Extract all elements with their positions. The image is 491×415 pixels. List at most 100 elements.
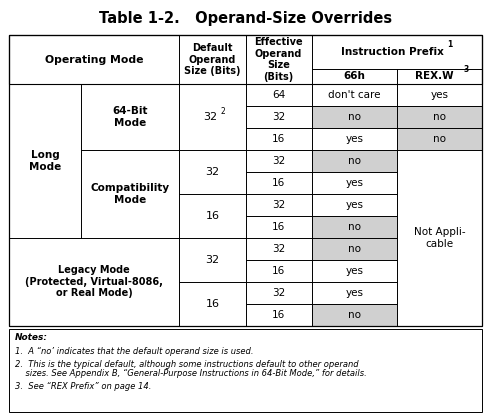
Text: 16: 16 (272, 134, 285, 144)
Text: yes: yes (345, 266, 363, 276)
Text: 32: 32 (205, 167, 219, 177)
Bar (246, 238, 312, 260)
Bar (246, 238, 312, 260)
Text: Default
Operand
Size (Bits): Default Operand Size (Bits) (184, 43, 241, 76)
Bar (312, 68, 397, 84)
Text: Not Appli-
cable: Not Appli- cable (414, 227, 465, 249)
Bar (246, 304, 312, 326)
Bar (246, 150, 312, 172)
Bar (179, 238, 246, 282)
Text: Long
Mode: Long Mode (29, 150, 61, 171)
Bar (246, 150, 312, 172)
Bar (179, 84, 246, 150)
Bar (246, 216, 312, 238)
Text: no: no (348, 156, 361, 166)
Bar (312, 84, 397, 106)
Bar (9, 238, 179, 326)
Bar (312, 68, 397, 84)
Bar (397, 106, 482, 128)
Bar (312, 304, 397, 326)
Text: 2.  This is the typical default, although some instructions default to other ope: 2. This is the typical default, although… (15, 360, 358, 369)
Text: yes: yes (345, 134, 363, 144)
Bar (312, 35, 482, 68)
Text: 16: 16 (272, 222, 285, 232)
Bar (246, 260, 312, 282)
Bar (397, 128, 482, 150)
Bar (246, 84, 312, 106)
Bar (9, 35, 179, 84)
Bar (82, 84, 179, 150)
Bar (312, 150, 397, 172)
Text: 16: 16 (205, 211, 219, 221)
Bar (397, 150, 482, 326)
Bar (246, 172, 312, 194)
Text: no: no (348, 112, 361, 122)
Text: 64: 64 (272, 90, 285, 100)
Text: 32: 32 (272, 156, 285, 166)
Bar (312, 84, 397, 106)
Bar (312, 238, 397, 260)
Bar (246, 282, 312, 304)
Text: 1.  A “no’ indicates that the default operand size is used.: 1. A “no’ indicates that the default ope… (15, 347, 253, 356)
Bar (82, 150, 179, 238)
Bar (312, 106, 397, 128)
Bar (397, 68, 482, 84)
Text: no: no (348, 244, 361, 254)
Bar (246, 128, 312, 150)
Bar (179, 35, 246, 84)
Text: Table 1-2.   Operand-Size Overrides: Table 1-2. Operand-Size Overrides (99, 11, 392, 26)
Bar (312, 106, 397, 128)
Text: 32: 32 (272, 244, 285, 254)
Bar (312, 150, 397, 172)
Bar (9, 35, 179, 84)
Bar (246, 84, 312, 106)
Text: Operating Mode: Operating Mode (45, 54, 143, 64)
Text: 32: 32 (272, 288, 285, 298)
Bar (246, 128, 312, 150)
Bar (179, 150, 246, 194)
Bar (312, 282, 397, 304)
Text: yes: yes (345, 178, 363, 188)
Bar (9, 329, 482, 412)
Bar (397, 150, 482, 326)
Text: yes: yes (431, 90, 449, 100)
Text: Legacy Mode
(Protected, Virtual-8086,
or Real Mode): Legacy Mode (Protected, Virtual-8086, or… (25, 265, 163, 298)
Bar (179, 194, 246, 238)
Text: 16: 16 (272, 310, 285, 320)
Bar (9, 35, 482, 326)
Text: 32: 32 (205, 255, 219, 265)
Text: yes: yes (345, 288, 363, 298)
Bar (246, 304, 312, 326)
Bar (82, 150, 179, 238)
Text: 16: 16 (272, 266, 285, 276)
Bar (179, 238, 246, 282)
Bar (9, 35, 482, 84)
Text: 64-Bit
Mode: 64-Bit Mode (112, 106, 148, 127)
Bar (179, 282, 246, 326)
Bar (246, 216, 312, 238)
Text: no: no (433, 112, 446, 122)
Text: sizes. See Appendix B, “General-Purpose Instructions in 64-Bit Mode,” for detail: sizes. See Appendix B, “General-Purpose … (15, 369, 366, 378)
Bar (9, 84, 82, 238)
Bar (312, 216, 397, 238)
Text: Compatibility
Mode: Compatibility Mode (91, 183, 170, 205)
Bar (312, 128, 397, 150)
Bar (312, 128, 397, 150)
Bar (246, 260, 312, 282)
Bar (312, 172, 397, 194)
Bar (82, 84, 179, 150)
Bar (397, 84, 482, 106)
Bar (179, 84, 246, 150)
Text: 32: 32 (272, 112, 285, 122)
Bar (246, 282, 312, 304)
Bar (397, 128, 482, 150)
Bar (9, 238, 179, 326)
Bar (246, 172, 312, 194)
Text: 66h: 66h (343, 71, 365, 81)
Bar (397, 106, 482, 128)
Bar (312, 35, 482, 68)
Bar (246, 35, 312, 84)
Bar (246, 194, 312, 216)
Text: don't care: don't care (328, 90, 381, 100)
Bar (246, 106, 312, 128)
